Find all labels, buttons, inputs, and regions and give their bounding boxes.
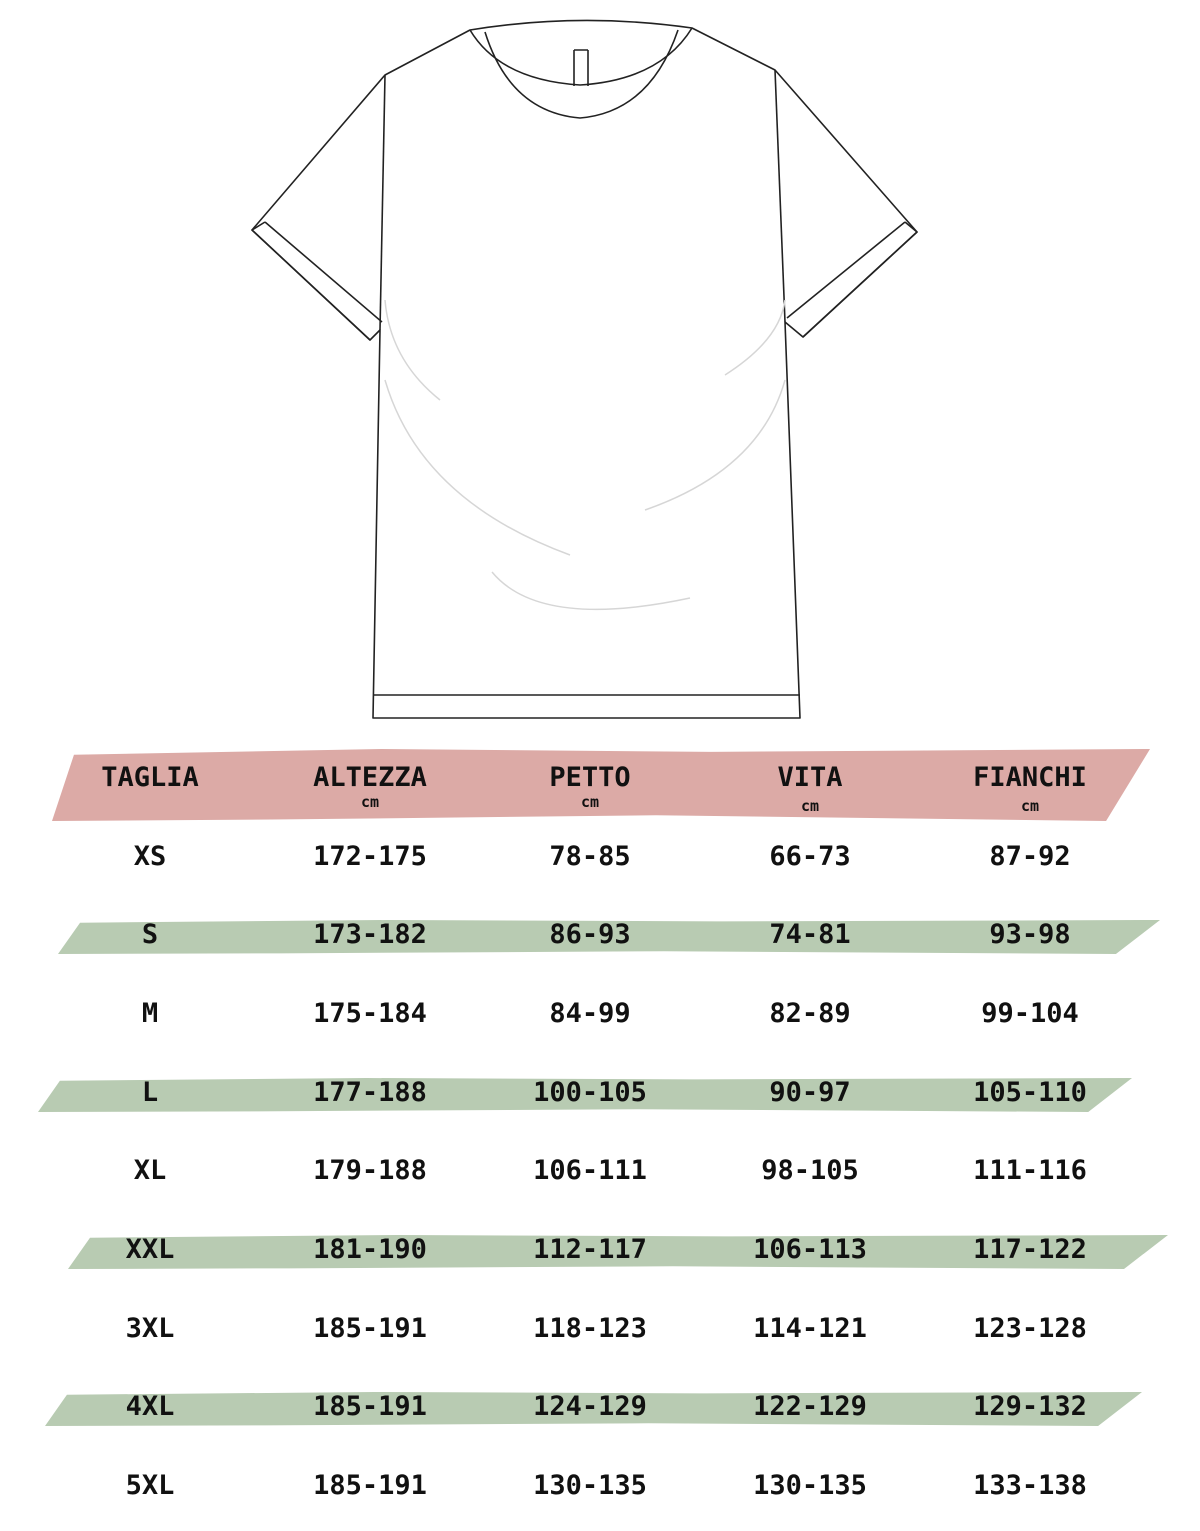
column-header: PETTO <box>549 762 631 793</box>
measurement-cell: 112-117 <box>533 1234 647 1265</box>
measurement-cell: 122-129 <box>753 1391 867 1422</box>
measurement-cell: 172-175 <box>313 841 427 872</box>
measurement-cell: 133-138 <box>973 1470 1087 1501</box>
measurement-cell: 106-113 <box>753 1234 867 1265</box>
size-label: XXL <box>125 1234 175 1265</box>
measurement-cell: 175-184 <box>313 998 427 1029</box>
column-unit: cm <box>800 797 820 815</box>
measurement-cell: 105-110 <box>973 1077 1087 1108</box>
measurement-cell: 185-191 <box>313 1391 427 1422</box>
measurement-cell: 111-116 <box>973 1155 1087 1186</box>
measurement-cell: 99-104 <box>981 998 1079 1029</box>
measurement-cell: 130-135 <box>753 1470 867 1501</box>
size-label: 4XL <box>125 1391 175 1422</box>
row-band <box>45 1392 1142 1426</box>
column-header: TAGLIA <box>101 762 199 793</box>
header-band <box>52 749 1150 821</box>
measurement-cell: 117-122 <box>973 1234 1087 1265</box>
row-band <box>68 1235 1168 1269</box>
measurement-cell: 87-92 <box>989 841 1071 872</box>
measurement-cell: 98-105 <box>761 1155 859 1186</box>
measurement-cell: 123-128 <box>973 1313 1087 1344</box>
size-label: XS <box>133 841 167 872</box>
size-label: S <box>141 919 159 950</box>
measurement-cell: 74-81 <box>769 919 851 950</box>
row-band <box>58 920 1160 954</box>
measurement-cell: 90-97 <box>769 1077 851 1108</box>
measurement-cell: 78-85 <box>549 841 631 872</box>
measurement-cell: 93-98 <box>989 919 1071 950</box>
measurement-cell: 124-129 <box>533 1391 647 1422</box>
measurement-cell: 185-191 <box>313 1470 427 1501</box>
t-shirt-illustration <box>251 19 918 719</box>
measurement-cell: 82-89 <box>769 998 851 1029</box>
measurement-cell: 114-121 <box>753 1313 867 1344</box>
measurement-cell: 66-73 <box>769 841 851 872</box>
measurement-cell: 84-99 <box>549 998 631 1029</box>
measurement-cell: 130-135 <box>533 1470 647 1501</box>
measurement-cell: 181-190 <box>313 1234 427 1265</box>
measurement-cell: 179-188 <box>313 1155 427 1186</box>
row-band <box>38 1078 1132 1112</box>
measurement-cell: 173-182 <box>313 919 427 950</box>
column-unit: cm <box>360 793 380 811</box>
size-label: L <box>141 1077 159 1108</box>
measurement-cell: 129-132 <box>973 1391 1087 1422</box>
column-header: VITA <box>777 762 843 793</box>
size-label: XL <box>133 1155 167 1186</box>
size-label: M <box>141 998 159 1029</box>
column-unit: cm <box>580 793 600 811</box>
measurement-cell: 118-123 <box>533 1313 647 1344</box>
size-label: 3XL <box>125 1313 175 1344</box>
measurement-cell: 86-93 <box>549 919 631 950</box>
column-header: ALTEZZA <box>313 762 427 793</box>
measurement-cell: 100-105 <box>533 1077 647 1108</box>
column-unit: cm <box>1020 797 1040 815</box>
column-header: FIANCHI <box>973 762 1087 793</box>
size-label: 5XL <box>125 1470 175 1501</box>
measurement-cell: 106-111 <box>533 1155 647 1186</box>
measurement-cell: 185-191 <box>313 1313 427 1344</box>
measurement-cell: 177-188 <box>313 1077 427 1108</box>
